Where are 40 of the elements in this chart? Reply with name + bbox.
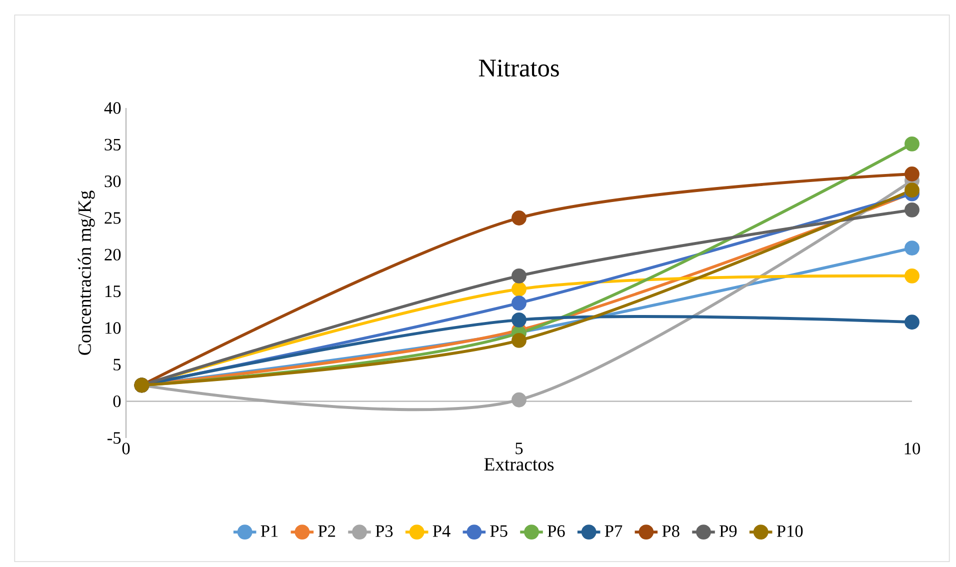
point xyxy=(904,202,920,218)
legend-label: P2 xyxy=(318,525,336,537)
legend-label: P10 xyxy=(776,525,803,537)
point xyxy=(512,392,526,408)
y-tick-label: 40 xyxy=(104,102,121,114)
y-tick-label: -5 xyxy=(108,432,121,444)
x-axis-title: Extractos xyxy=(484,458,554,471)
point xyxy=(512,332,526,348)
legend-label: P4 xyxy=(432,525,450,537)
y-tick-label: 10 xyxy=(105,322,121,334)
chart-title: Nitratos xyxy=(478,60,559,77)
y-tick-label: 20 xyxy=(104,248,121,261)
point xyxy=(512,312,526,328)
y-tick-label: 0 xyxy=(113,395,121,408)
point xyxy=(512,268,526,284)
point xyxy=(512,296,526,311)
x-tick-label: 0 xyxy=(122,442,130,454)
point xyxy=(904,136,920,152)
y-tick-label: 15 xyxy=(105,286,121,298)
y-tick-label: 25 xyxy=(104,212,121,224)
point xyxy=(512,282,526,297)
legend-label: P7 xyxy=(604,525,622,537)
y-tick-label: 30 xyxy=(104,175,121,188)
point xyxy=(904,166,920,182)
point xyxy=(904,182,920,198)
point xyxy=(904,268,920,284)
legend-label: P5 xyxy=(490,525,508,537)
y-tick-label: 5 xyxy=(114,358,121,370)
legend-label: P6 xyxy=(548,525,565,537)
legend-label: P1 xyxy=(260,525,278,537)
y-tick-label: 35 xyxy=(104,138,121,150)
legend-label: P3 xyxy=(376,525,393,537)
legend-label: P9 xyxy=(720,525,737,537)
x-tick-label: 10 xyxy=(904,442,920,454)
legend-label: P8 xyxy=(662,525,680,537)
point xyxy=(904,314,920,330)
y-axis-title: Concentración mg/Kg xyxy=(78,190,95,355)
point xyxy=(512,210,526,226)
point xyxy=(904,240,920,256)
x-tick-label: 5 xyxy=(516,442,523,454)
